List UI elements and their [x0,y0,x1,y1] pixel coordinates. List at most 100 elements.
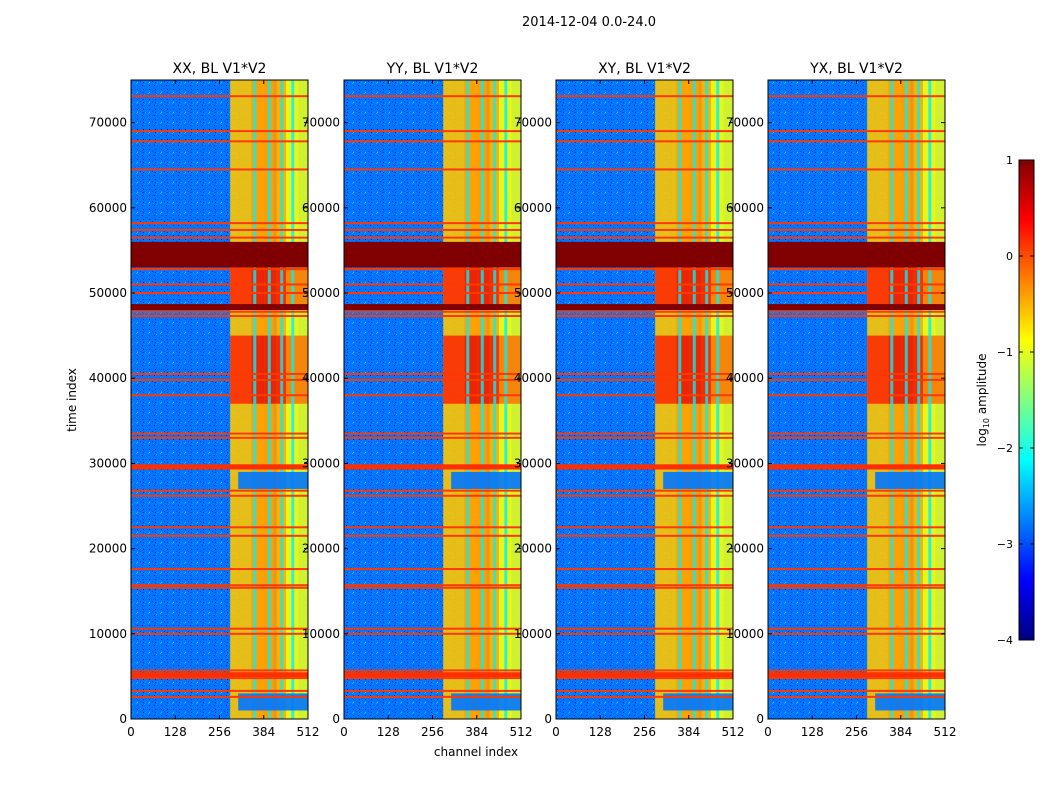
flagged-row [131,669,308,672]
saturated-band [344,304,521,311]
x-tick-label: 128 [589,725,612,739]
flagged-row [768,95,945,98]
panel-title: YY, BL V1*V2 [386,61,479,77]
column-separator [904,80,908,719]
x-tick-label: 256 [208,725,231,739]
flagged-row [556,283,733,286]
colorbar-tick-label: 1 [1006,154,1013,167]
flagged-row [556,489,733,492]
flagged-row [556,236,733,239]
y-tick-label: 60000 [726,201,764,215]
flagged-row [131,292,308,294]
y-tick-label: 50000 [514,286,552,300]
flagged-row [131,268,308,271]
x-tick-label: 0 [764,725,772,739]
flagged-row [556,586,733,589]
flagged-row [131,310,308,313]
flagged-row [344,494,521,497]
flagged-row [131,130,308,133]
flagged-row [556,672,733,678]
heatmap-image [768,80,945,719]
flagged-row [768,526,945,529]
flagged-row [768,586,945,589]
flagged-row [768,236,945,239]
panel-xy: XY, BL V1*V2 0 128 256 384 512 0 10000 20000 3000… [514,61,745,739]
flagged-row [344,168,521,171]
y-tick-label: 0 [332,712,340,726]
flagged-row [768,632,945,635]
flagged-row [131,436,308,439]
x-tick-label: 256 [633,725,656,739]
y-tick-label: 10000 [302,627,340,641]
column-separator [253,80,257,719]
flagged-row [344,632,521,635]
column-separator [890,80,894,719]
flagged-row [556,130,733,133]
x-tick-label: 128 [801,725,824,739]
flagged-row [556,378,733,381]
flagged-row [131,228,308,231]
flagged-row [556,436,733,439]
x-tick-label: 512 [722,725,745,739]
colorbar-tick-label: −1 [997,346,1013,359]
flagged-row [556,394,733,397]
flagged-row [344,568,521,571]
flagged-row [131,632,308,635]
flagged-row [768,372,945,375]
flagged-row [344,310,521,313]
bright-band [285,335,308,404]
blank-gap [875,471,945,489]
flagged-row [556,632,733,635]
flagged-row [344,627,521,630]
y-tick-label: 30000 [514,456,552,470]
column-separator [928,80,932,719]
flagged-row [131,584,308,587]
flagged-row [131,222,308,225]
flagged-row [344,140,521,143]
flagged-row [556,534,733,537]
flagged-row [556,268,733,271]
flagged-row [768,436,945,439]
x-tick-label: 384 [465,725,488,739]
flagged-row [768,310,945,313]
x-tick-label: 512 [510,725,533,739]
colorbar-tick-label: −2 [997,442,1013,455]
column-separator [280,80,284,719]
flagged-row [344,584,521,587]
panels: XX, BL V1*V2 0 128 256 384 512 0 10000 20000 3000… [89,61,957,739]
y-tick-label: 60000 [302,201,340,215]
panel-title: XX, BL V1*V2 [173,61,267,77]
flagged-row [344,283,521,286]
y-tick-label: 60000 [514,201,552,215]
y-tick-label: 70000 [726,116,764,130]
flagged-row [344,378,521,381]
flagged-row [768,689,945,692]
saturated-band [344,241,521,268]
flagged-row [344,586,521,589]
y-tick-label: 50000 [726,286,764,300]
flagged-row [768,283,945,286]
y-tick-label: 20000 [89,542,127,556]
flagged-row [344,534,521,537]
flagged-row [768,228,945,231]
flagged-row [131,689,308,692]
bright-band [498,335,521,404]
flagged-row [131,168,308,171]
flagged-row [768,432,945,435]
flagged-row [556,432,733,435]
flagged-row [344,677,521,680]
y-tick-label: 20000 [726,542,764,556]
x-tick-label: 384 [252,725,275,739]
flagged-row [344,695,521,698]
x-tick-label: 0 [340,725,348,739]
saturated-band [131,241,308,268]
y-tick-label: 70000 [514,116,552,130]
column-separator [291,80,295,719]
y-axis-label: time index [65,368,79,432]
y-tick-label: 50000 [302,286,340,300]
figure-suptitle: 2014-12-04 0.0-24.0 [522,15,656,30]
flagged-row [768,494,945,497]
bright-band [710,335,733,404]
column-separator [504,80,508,719]
